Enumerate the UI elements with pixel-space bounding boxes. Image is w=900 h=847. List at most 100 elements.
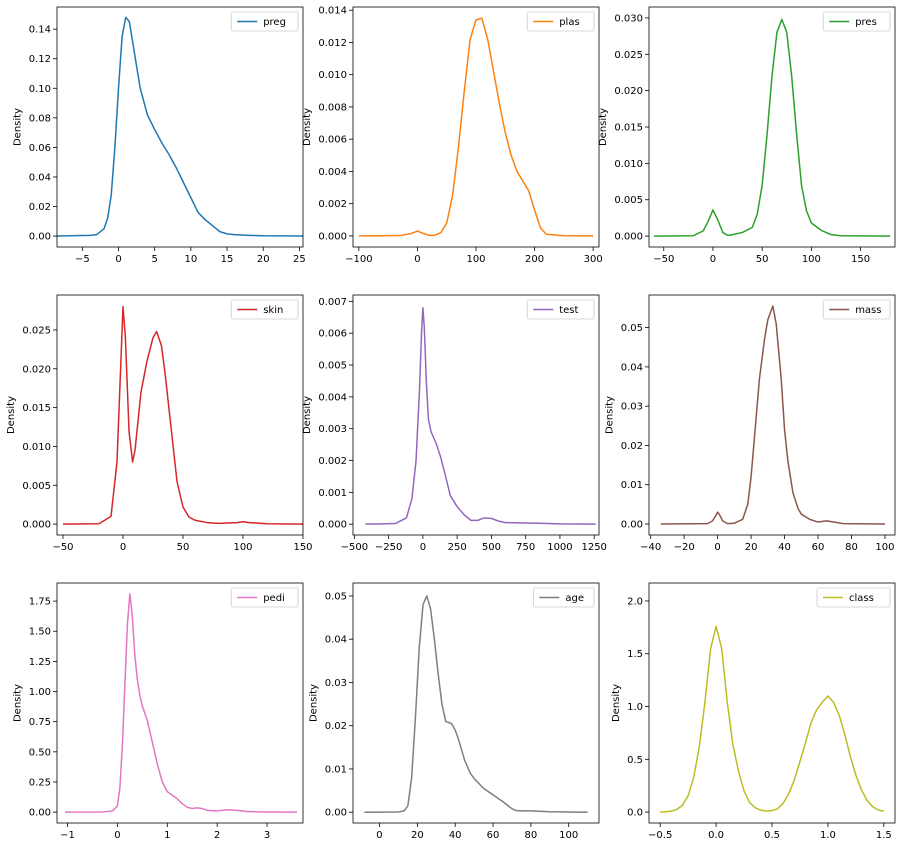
axes-frame <box>648 294 896 536</box>
y-axis-label: Density <box>6 396 17 434</box>
legend-box <box>816 587 891 608</box>
axes-frame <box>352 582 600 824</box>
density-line-age <box>364 595 588 813</box>
y-tick-label: 0.005 <box>318 361 347 372</box>
y-tick-label: 0.005 <box>614 195 643 206</box>
y-tick-label: 0.015 <box>614 123 643 134</box>
axes-frame <box>352 6 600 248</box>
legend-box <box>230 587 299 608</box>
x-tick-label: 80 <box>845 542 858 553</box>
legend-label: preg <box>263 17 286 28</box>
x-tick-label: 1250 <box>581 542 606 553</box>
x-tick-label: −50 <box>653 254 674 265</box>
legend-label: mass <box>855 305 881 316</box>
x-tick-label: 0 <box>376 830 382 841</box>
y-tick-label: 0.00 <box>29 808 51 819</box>
y-axis-label: Density <box>604 396 615 434</box>
y-tick-label: 0.04 <box>325 635 347 646</box>
x-tick-label: 0 <box>420 542 426 553</box>
x-tick-label: −1 <box>60 830 75 841</box>
y-tick-label: 0.75 <box>29 717 51 728</box>
legend: age <box>533 587 595 608</box>
y-axis-label: Density <box>12 108 23 146</box>
y-tick-label: 1.25 <box>29 657 51 668</box>
x-tick-label: 15 <box>221 254 234 265</box>
x-tick-label: −5 <box>75 254 90 265</box>
x-tick-label: 60 <box>487 830 500 841</box>
y-tick-label: 0.10 <box>29 84 51 95</box>
legend: skin <box>230 299 299 320</box>
y-axis-label: Density <box>302 108 313 146</box>
y-axis-label: Density <box>611 684 622 722</box>
x-tick-label: 1.5 <box>876 830 892 841</box>
legend-label: age <box>565 593 584 604</box>
x-tick-label: 750 <box>516 542 535 553</box>
x-tick-label: 1 <box>164 830 170 841</box>
x-tick-label: −20 <box>674 542 695 553</box>
legend: test <box>526 299 595 320</box>
y-tick-label: 2.0 <box>627 596 643 607</box>
x-tick-label: 80 <box>525 830 538 841</box>
y-tick-label: 0.005 <box>22 481 51 492</box>
x-tick-label: 0 <box>115 254 121 265</box>
density-line-test <box>365 306 596 525</box>
y-tick-label: 0.03 <box>621 402 643 413</box>
y-tick-label: 0.02 <box>29 202 51 213</box>
x-tick-label: 150 <box>293 542 312 553</box>
y-tick-label: 0.25 <box>29 777 51 788</box>
x-tick-label: 50 <box>756 254 769 265</box>
density-line-pres <box>653 18 891 237</box>
axes-frame <box>56 582 304 824</box>
legend-box <box>230 299 299 320</box>
y-tick-label: 1.75 <box>29 597 51 608</box>
legend-box <box>230 11 299 32</box>
y-tick-label: 1.00 <box>29 687 51 698</box>
y-tick-label: 0.000 <box>22 520 51 531</box>
y-tick-label: 0.010 <box>318 70 347 81</box>
axes-frame <box>648 582 896 824</box>
y-tick-label: 0.00 <box>29 232 51 243</box>
x-tick-label: −50 <box>52 542 73 553</box>
x-tick-label: 20 <box>257 254 270 265</box>
subplot-class: −0.5 0.0 0.5 1.0 1.5 0.0 0.5 1.0 1.5 2.0 Density cl… <box>611 582 896 841</box>
y-tick-label: 0.01 <box>325 764 347 775</box>
legend-box <box>533 587 595 608</box>
legend-box <box>822 299 891 320</box>
y-tick-label: 0.03 <box>325 678 347 689</box>
x-tick-label: 100 <box>466 254 485 265</box>
subplot-pedi: −1 0 1 2 3 0.00 0.25 0.50 0.75 1.00 1.25 1.50 1.75 De… <box>12 582 304 841</box>
y-tick-label: 0.003 <box>318 424 347 435</box>
legend: preg <box>230 11 299 32</box>
density-line-mass <box>660 305 885 525</box>
legend: pres <box>822 11 891 32</box>
subplot-mass: −40 −20 0 20 40 60 80 100 0.00 0.01 0.02 0.03 0.04 0.… <box>604 294 896 553</box>
legend: plas <box>526 11 595 32</box>
legend: pedi <box>230 587 299 608</box>
y-tick-label: 0.02 <box>325 721 347 732</box>
y-tick-label: 0.025 <box>22 325 51 336</box>
x-tick-label: −500 <box>341 542 368 553</box>
legend-label: pedi <box>263 593 285 604</box>
y-axis-label: Density <box>308 684 319 722</box>
x-tick-label: 300 <box>584 254 603 265</box>
x-tick-label: 150 <box>851 254 870 265</box>
legend: mass <box>822 299 891 320</box>
x-tick-label: 0 <box>120 542 126 553</box>
x-tick-label: 250 <box>448 542 467 553</box>
y-tick-label: 0.030 <box>614 13 643 24</box>
axes-frame <box>56 294 304 536</box>
y-tick-label: 0.5 <box>627 755 643 766</box>
y-tick-label: 0.00 <box>325 808 347 819</box>
y-tick-label: 0.08 <box>29 113 51 124</box>
y-tick-label: 0.014 <box>318 6 347 17</box>
y-axis-label: Density <box>302 396 313 434</box>
y-axis-label: Density <box>12 684 23 722</box>
subplot-pres: −50 0 50 100 150 0.000 0.005 0.010 0.015 0.020 0.0… <box>598 6 896 265</box>
x-tick-label: −250 <box>375 542 402 553</box>
x-tick-label: 0.5 <box>764 830 780 841</box>
x-tick-label: 100 <box>559 830 578 841</box>
y-tick-label: 0.02 <box>621 441 643 452</box>
y-tick-label: 0.006 <box>318 135 347 146</box>
legend-box <box>822 11 891 32</box>
